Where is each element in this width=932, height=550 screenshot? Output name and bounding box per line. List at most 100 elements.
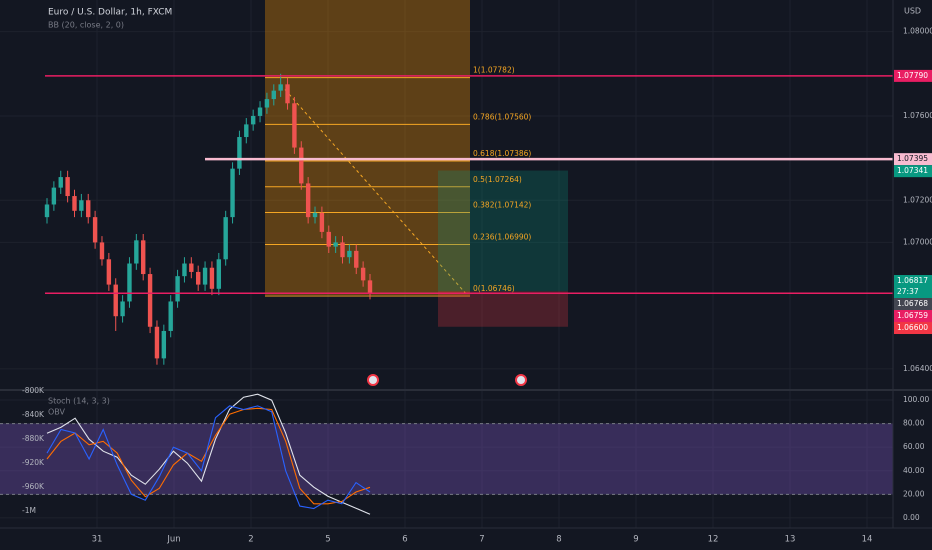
candle-body (65, 177, 70, 197)
x-tick-label: 12 (708, 535, 719, 545)
price-label-bg (894, 322, 932, 335)
price-label: 1.06817 (897, 276, 928, 285)
obv-line (46, 393, 371, 515)
symbol-title: Euro / U.S. Dollar, 1h, FXCM (48, 8, 172, 18)
candle-body (257, 107, 263, 116)
marks (0, 73, 893, 515)
y-tick-label: 1.07200 (903, 195, 932, 204)
price-label-bg (894, 310, 932, 323)
price-label: 1.06768 (897, 299, 928, 308)
y-tick-label: 100.00 (903, 395, 929, 404)
position-profit (438, 170, 568, 292)
candle-body (354, 250, 359, 268)
candle-body (168, 301, 173, 331)
event-flag[interactable] (515, 374, 527, 386)
obv-tick-label: -1M (22, 506, 36, 515)
candle-body (161, 330, 167, 359)
price-label-bg (894, 69, 932, 82)
countdown: 27:37 (897, 287, 919, 296)
candle-body (250, 115, 256, 125)
x-tick-label: 7 (479, 535, 484, 545)
candle-body (154, 326, 160, 359)
fib-label: 0.5(1.07264) (473, 175, 522, 184)
candle-body (209, 267, 215, 289)
y-tick-label: 60.00 (903, 442, 925, 451)
x-tick-label: 31 (92, 535, 103, 545)
obv-title: OBV (48, 408, 66, 417)
y-tick-label: 20.00 (903, 489, 925, 498)
x-tick-label: Jun (166, 535, 180, 545)
candle-body (113, 284, 118, 317)
candle-body (367, 280, 373, 294)
fib-label: 0.786(1.07560) (473, 112, 531, 121)
price-label: 1.07790 (897, 71, 928, 80)
candle-body (106, 259, 112, 285)
fib-label: 0.236(1.06990) (473, 233, 531, 242)
candle-body (72, 196, 77, 211)
fib-zone (265, 0, 470, 295)
grid (0, 0, 893, 528)
candle-body (44, 204, 50, 218)
fib-label: 0(1.06746) (473, 284, 515, 293)
candle-body (79, 200, 84, 211)
candle-body (292, 103, 297, 148)
candle-body (86, 200, 91, 218)
candle-body (347, 250, 352, 258)
candle-body (182, 263, 187, 277)
candle-body (147, 274, 153, 327)
candle-body (360, 267, 366, 281)
x-tick-label: 2 (248, 535, 253, 545)
price-label: 1.06759 (897, 311, 928, 320)
position-loss (438, 291, 568, 327)
price-label: 1.07341 (897, 166, 928, 175)
candle-body (312, 212, 318, 218)
obv-tick-label: -880K (22, 434, 45, 443)
x-tick-label: 6 (402, 535, 407, 545)
price-label: 1.06600 (897, 323, 928, 332)
fib-label: 0.382(1.07142) (473, 200, 531, 209)
currency: USD (904, 7, 921, 16)
candle-body (299, 147, 304, 184)
y-tick-label: 0.00 (903, 513, 920, 522)
x-tick-label: 13 (785, 535, 796, 545)
candle-body (92, 217, 98, 243)
candle-body (271, 90, 276, 100)
x-tick-label: 9 (633, 535, 638, 545)
candle-body (99, 242, 105, 260)
candle-body (230, 168, 235, 218)
y-tick-label: 1.08000 (903, 27, 932, 36)
price-label-bg (894, 275, 932, 299)
obv-tick-label: -920K (22, 458, 45, 467)
candle-body (216, 259, 222, 289)
x-tick-label: 5 (325, 535, 330, 545)
y-tick-label: 80.00 (903, 419, 925, 428)
obv-tick-label: -960K (22, 482, 45, 491)
candle-body (195, 271, 201, 285)
y-tick-label: 1.07600 (903, 111, 932, 120)
fib-trend (284, 89, 469, 297)
candle-body (319, 212, 325, 232)
price-label-bg (894, 298, 932, 311)
candle-body (326, 231, 331, 247)
candle-body (175, 276, 180, 302)
y-tick-label: 1.06400 (903, 364, 932, 373)
stoch-k-line (46, 405, 371, 510)
price-label-bg (894, 153, 932, 166)
candle-body (305, 183, 311, 218)
candle-body (127, 263, 132, 302)
candle-body (285, 84, 290, 104)
candle-body (189, 263, 194, 272)
candle-body (264, 99, 270, 108)
candle-body (58, 177, 63, 188)
fib-label: 0.618(1.07386) (473, 149, 531, 158)
fib-label: 1(1.07782) (473, 66, 515, 75)
x-tick-label: 14 (862, 535, 873, 545)
stoch-d-line (46, 407, 371, 505)
event-flag[interactable] (367, 374, 379, 386)
y-tick-label: 1.07000 (903, 237, 932, 246)
candle-body (51, 187, 57, 205)
candle-body (340, 242, 345, 258)
obv-tick-label: -840K (22, 410, 45, 419)
